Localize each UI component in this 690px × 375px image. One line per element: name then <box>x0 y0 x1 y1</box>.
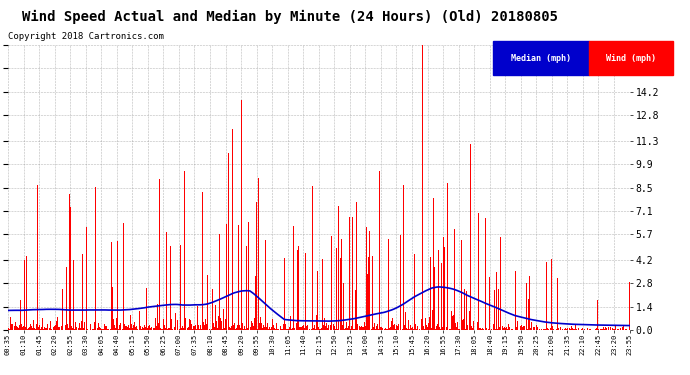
Text: Median (mph): Median (mph) <box>511 54 571 63</box>
Text: Wind Speed Actual and Median by Minute (24 Hours) (Old) 20180805: Wind Speed Actual and Median by Minute (… <box>22 9 558 24</box>
Bar <box>589 41 673 75</box>
Text: Copyright 2018 Cartronics.com: Copyright 2018 Cartronics.com <box>8 32 164 41</box>
Text: Wind (mph): Wind (mph) <box>606 54 656 63</box>
Bar <box>493 41 589 75</box>
